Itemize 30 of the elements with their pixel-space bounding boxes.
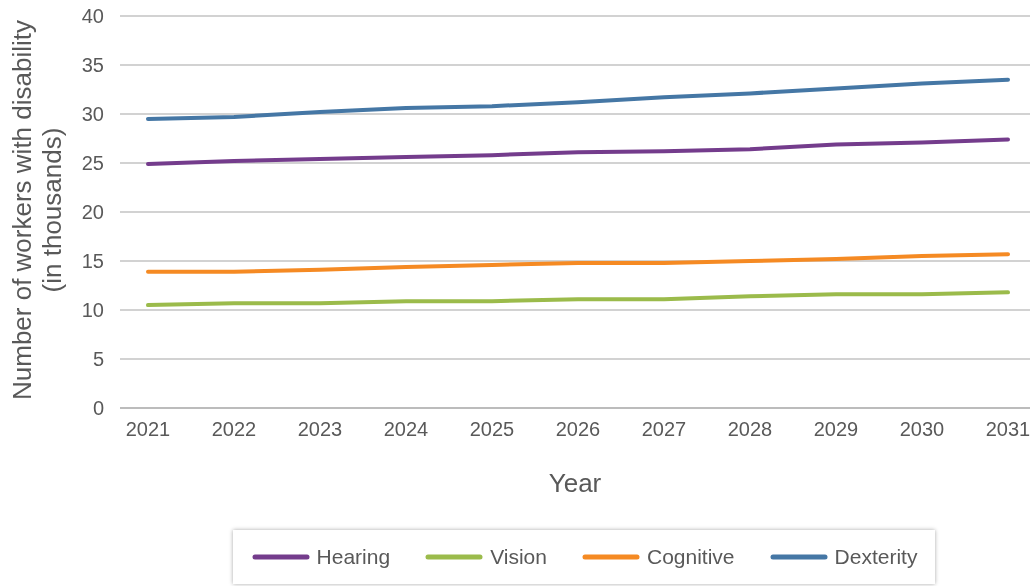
- legend-label: Vision: [490, 545, 547, 569]
- x-tick-label: 2021: [125, 418, 171, 441]
- x-tick-label: 2022: [211, 418, 257, 441]
- legend-label: Dexterity: [834, 545, 918, 569]
- y-tick-label: 20: [81, 201, 104, 224]
- y-axis-title: Number of workers with disability (in thousands): [7, 19, 67, 402]
- x-tick-label: 2031: [985, 418, 1031, 441]
- line-series: [146, 137, 1010, 166]
- line-series: [146, 290, 1010, 308]
- y-tick-label: 35: [81, 54, 104, 77]
- x-tick-label: 2030: [899, 418, 945, 441]
- y-tick-label: 10: [81, 299, 104, 322]
- x-tick-label: 2028: [727, 418, 773, 441]
- y-tick-label: 25: [81, 152, 104, 175]
- x-tick-label: 2025: [469, 418, 515, 441]
- y-tick-label: 0: [92, 397, 104, 420]
- y-tick-label: 5: [92, 348, 104, 371]
- line-series: [146, 77, 1010, 121]
- x-tick-label: 2024: [383, 418, 429, 441]
- x-axis-title: Year: [547, 468, 603, 499]
- line-series: [146, 252, 1010, 274]
- y-tick-label: 40: [81, 5, 104, 28]
- x-tick-label: 2023: [297, 418, 343, 441]
- legend-label: Cognitive: [646, 545, 735, 569]
- x-tick-label: 2026: [555, 418, 601, 441]
- legend-label: Hearing: [316, 545, 391, 569]
- y-tick-label: 15: [81, 250, 104, 273]
- y-tick-label: 30: [81, 103, 104, 126]
- x-tick-label: 2027: [641, 418, 687, 441]
- x-tick-label: 2029: [813, 418, 859, 441]
